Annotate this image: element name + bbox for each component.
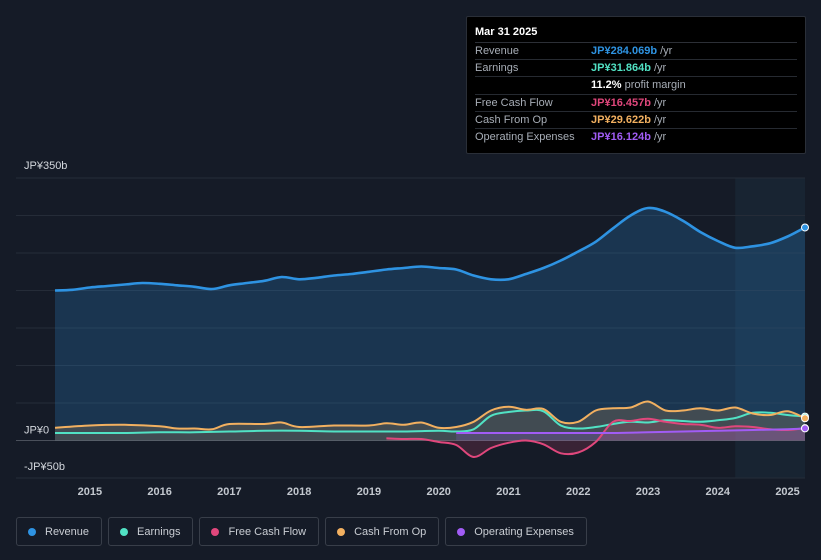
y-tick-label: -JP¥50b [24, 461, 65, 473]
legend-label: Cash From Op [354, 525, 427, 538]
x-tick-label: 2015 [78, 486, 102, 498]
free-cash-flow-line [386, 417, 806, 458]
tooltip-unit: /yr [660, 45, 673, 57]
tooltip-unit: /yr [653, 96, 667, 109]
tooltip-label: Cash From Op [475, 113, 548, 126]
x-axis-labels: 2015 2016 2017 2018 2019 2020 2021 2022 2023 2024… [78, 486, 800, 498]
x-tick-label: 2024 [706, 486, 731, 498]
tooltip-unit: /yr [653, 113, 667, 126]
tooltip-label [475, 77, 591, 93]
tooltip-unit: /yr [653, 62, 667, 75]
legend-label: Free Cash Flow [228, 525, 307, 538]
series-lines [54, 206, 806, 458]
chart-legend: Revenue Earnings Free Cash Flow Cash Fro… [16, 517, 593, 546]
tooltip-row-cash-from-op: Cash From Op JP¥29.622b /yr [475, 112, 797, 129]
revenue-line [54, 206, 806, 292]
tooltip-date: Mar 31 2025 [475, 25, 797, 43]
x-tick-label: 2018 [287, 486, 311, 498]
y-axis-labels: JP¥350b JP¥0 -JP¥50b [24, 160, 67, 473]
x-tick-label: 2021 [496, 486, 520, 498]
legend-label: Revenue [45, 525, 90, 538]
x-tick-label: 2016 [147, 486, 171, 498]
tooltip-value: 11.2% [591, 79, 622, 92]
legend-dot-icon [28, 527, 36, 536]
legend-item-cash-from-op[interactable]: Cash From Op [325, 517, 440, 546]
tooltip-value: JP¥284.069b [591, 45, 658, 57]
x-tick-label: 2022 [566, 486, 590, 498]
legend-dot-icon [120, 527, 129, 536]
revenue-end-point [801, 223, 809, 232]
y-tick-label: JP¥350b [24, 160, 67, 172]
operating-expenses-end-point [801, 424, 809, 433]
legend-item-operating-expenses[interactable]: Operating Expenses [445, 517, 587, 546]
y-tick-label: JP¥0 [24, 425, 49, 437]
tooltip-row-earnings: Earnings JP¥31.864b /yr [475, 60, 797, 78]
legend-label: Earnings [137, 525, 181, 538]
tooltip-label: Free Cash Flow [475, 96, 553, 109]
legend-dot-icon [337, 527, 346, 536]
tooltip-value: JP¥31.864b [591, 62, 651, 75]
tooltip-label: Earnings [475, 62, 519, 75]
cash-from-op-end-point [801, 414, 809, 423]
tooltip-label: Operating Expenses [475, 130, 575, 143]
legend-dot-icon [457, 527, 466, 536]
legend-dot-icon [211, 527, 220, 536]
revenue-area [55, 207, 805, 441]
x-tick-label: 2019 [357, 486, 381, 498]
tooltip-value: JP¥16.457b [591, 96, 651, 109]
legend-label: Operating Expenses [474, 525, 574, 538]
x-tick-label: 2023 [636, 486, 660, 498]
tooltip-label: Revenue [475, 45, 520, 57]
tooltip-row-free-cash-flow: Free Cash Flow JP¥16.457b /yr [475, 95, 797, 112]
gridlines [16, 177, 805, 479]
tooltip-value: JP¥29.622b [591, 113, 651, 126]
cash-from-op-line [54, 400, 806, 431]
x-tick-label: 2020 [426, 486, 450, 498]
series-end-markers [801, 223, 809, 433]
legend-item-revenue[interactable]: Revenue [16, 517, 103, 546]
area-fills [55, 207, 805, 458]
x-tick-label: 2025 [775, 486, 799, 498]
legend-item-free-cash-flow[interactable]: Free Cash Flow [199, 517, 320, 546]
tooltip-row-operating-expenses: Operating Expenses JP¥16.124b /yr [475, 129, 797, 146]
data-tooltip: Mar 31 2025 Revenue JP¥284.069b /yr Earn… [466, 16, 806, 154]
operating-expenses-line [456, 427, 806, 435]
tooltip-unit: profit margin [624, 79, 686, 92]
tooltip-row-revenue: Revenue JP¥284.069b /yr [475, 43, 797, 61]
legend-item-earnings[interactable]: Earnings [108, 517, 194, 546]
tooltip-value: JP¥16.124b [591, 130, 651, 143]
tooltip-unit: /yr [653, 130, 667, 143]
tooltip-row-profit-margin: 11.2% profit margin [475, 77, 797, 95]
x-tick-label: 2017 [217, 486, 241, 498]
